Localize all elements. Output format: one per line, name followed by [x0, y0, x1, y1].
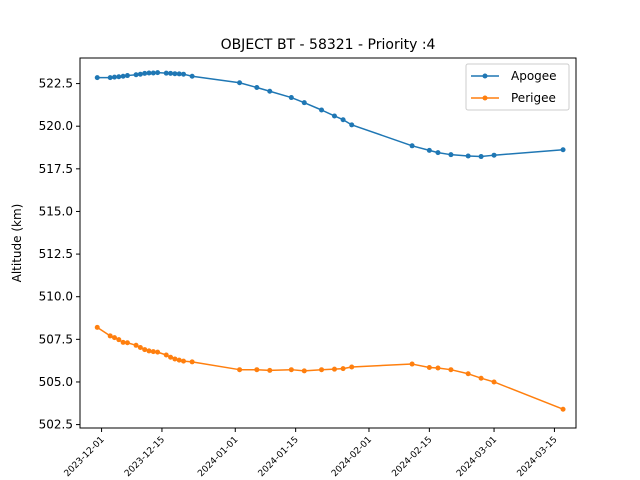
legend-marker-perigee — [482, 95, 488, 101]
legend: Apogee Perigee — [465, 63, 570, 111]
y-tick-label: 517.5 — [39, 162, 73, 176]
data-point-perigee — [237, 367, 243, 373]
data-point-apogee — [267, 88, 273, 94]
data-point-apogee — [189, 73, 195, 79]
data-point-perigee — [120, 339, 126, 345]
data-point-apogee — [426, 147, 432, 153]
data-point-apogee — [176, 71, 182, 77]
data-point-apogee — [349, 122, 355, 128]
y-tick-label: 502.5 — [39, 418, 73, 432]
data-point-perigee — [142, 347, 148, 353]
legend-marker-apogee — [482, 73, 488, 79]
data-point-apogee — [319, 107, 325, 113]
legend-label-perigee: Perigee — [511, 91, 556, 105]
data-point-apogee — [301, 100, 307, 106]
data-point-perigee — [116, 337, 122, 343]
legend-label-apogee: Apogee — [511, 69, 557, 83]
data-point-perigee — [168, 354, 174, 360]
data-point-perigee — [435, 365, 441, 371]
data-point-perigee — [349, 364, 355, 370]
data-point-perigee — [465, 371, 471, 377]
data-point-perigee — [112, 335, 117, 341]
data-point-perigee — [267, 367, 273, 373]
data-point-perigee — [331, 366, 337, 372]
data-point-perigee — [189, 359, 195, 365]
data-point-apogee — [448, 152, 454, 158]
data-point-perigee — [301, 368, 307, 374]
data-point-perigee — [181, 358, 187, 364]
data-point-apogee — [409, 143, 415, 149]
data-point-apogee — [163, 70, 169, 76]
data-point-perigee — [288, 367, 294, 373]
data-point-perigee — [319, 367, 325, 373]
y-tick-label: 512.5 — [39, 247, 73, 261]
data-point-apogee — [254, 85, 260, 90]
data-point-perigee — [124, 340, 130, 346]
data-point-perigee — [150, 349, 156, 355]
data-point-perigee — [176, 357, 182, 363]
y-tick-label: 515.0 — [39, 204, 73, 218]
data-point-perigee — [163, 352, 169, 358]
data-point-apogee — [168, 70, 174, 76]
data-point-apogee — [560, 147, 566, 153]
data-point-apogee — [340, 117, 346, 123]
data-point-perigee — [94, 324, 100, 330]
data-point-apogee — [124, 73, 130, 79]
y-tick-label: 505.0 — [39, 375, 73, 389]
data-point-perigee — [155, 349, 161, 355]
y-axis-label: Altitude (km) — [10, 204, 24, 283]
y-axis: 502.5 505.0 507.5 510.0 512.5 515.0 517.5 520.0… — [39, 77, 80, 432]
y-tick-label: 520.0 — [39, 119, 73, 133]
data-point-apogee — [172, 71, 178, 77]
data-point-apogee — [155, 70, 161, 76]
data-point-apogee — [116, 74, 122, 80]
data-point-apogee — [237, 80, 243, 86]
data-point-perigee — [409, 361, 415, 367]
data-point-perigee — [448, 367, 454, 373]
data-point-perigee — [133, 342, 139, 348]
data-point-apogee — [142, 70, 148, 76]
series-perigee — [94, 324, 566, 412]
data-point-perigee — [146, 348, 152, 354]
plot-frame — [79, 57, 577, 429]
data-point-apogee — [107, 75, 113, 81]
data-point-apogee — [112, 74, 117, 80]
data-point-perigee — [137, 345, 143, 351]
data-point-perigee — [491, 379, 497, 385]
data-point-apogee — [137, 71, 143, 77]
data-point-apogee — [331, 113, 337, 119]
data-point-apogee — [478, 154, 484, 160]
series-apogee — [94, 70, 566, 160]
data-point-perigee — [107, 333, 113, 339]
data-point-apogee — [288, 95, 294, 101]
data-point-apogee — [465, 153, 471, 159]
data-point-perigee — [172, 356, 178, 362]
data-point-apogee — [120, 73, 126, 79]
data-point-apogee — [146, 70, 152, 76]
data-point-apogee — [181, 71, 187, 77]
data-point-perigee — [426, 364, 432, 370]
data-point-perigee — [478, 375, 484, 381]
y-tick-label: 510.0 — [39, 290, 73, 304]
data-point-apogee — [133, 72, 139, 78]
y-tick-label: 522.5 — [39, 77, 73, 91]
plot-area — [94, 70, 566, 412]
data-point-perigee — [560, 406, 566, 412]
y-tick-label: 507.5 — [39, 332, 73, 346]
data-point-perigee — [254, 367, 260, 373]
data-point-apogee — [150, 70, 156, 76]
data-point-apogee — [491, 152, 497, 158]
data-point-perigee — [340, 366, 346, 372]
chart-title: OBJECT BT - 58321 - Priority :4 — [221, 37, 436, 53]
data-point-apogee — [94, 75, 100, 81]
data-point-apogee — [435, 150, 441, 156]
